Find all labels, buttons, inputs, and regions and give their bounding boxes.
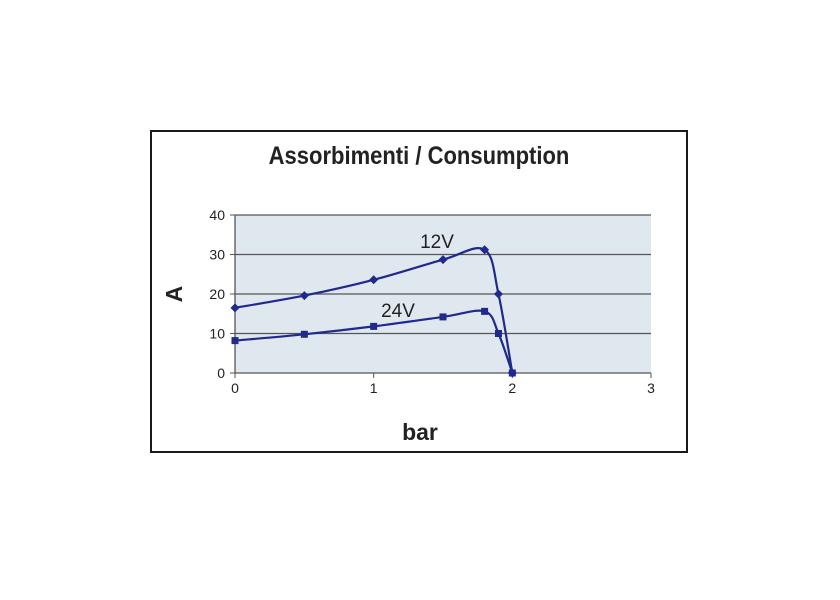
data-point-12V: [299, 291, 309, 301]
data-point-12V: [480, 245, 490, 255]
x-tick-label: 3: [647, 380, 655, 396]
chart-title: Assorbimenti / Consumption: [268, 142, 570, 170]
y-axis-label: A: [161, 286, 187, 303]
data-point-24V: [481, 307, 489, 315]
data-point-12V: [493, 289, 503, 299]
y-tick-label: 0: [217, 365, 225, 381]
x-tick-label: 2: [508, 380, 516, 396]
data-point-12V: [438, 255, 448, 265]
y-tick-label: 20: [209, 286, 225, 302]
data-point-24V: [300, 330, 308, 338]
x-tick-label: 0: [231, 380, 239, 396]
data-point-24V: [231, 337, 239, 345]
series-label-24V: 24V: [381, 301, 415, 322]
y-tick-label: 10: [209, 326, 225, 342]
x-tick-label: 1: [370, 380, 378, 396]
y-tick-label: 40: [209, 207, 225, 223]
data-point-12V: [369, 275, 379, 285]
data-point-24V: [494, 330, 502, 337]
data-point-12V: [230, 303, 240, 313]
y-tick-label: 30: [209, 247, 225, 263]
x-axis-label: bar: [402, 419, 438, 445]
data-point-24V: [370, 322, 378, 330]
data-point-24V: [439, 313, 447, 321]
data-point-24V: [508, 369, 516, 377]
series-label-12V: 12V: [420, 232, 454, 253]
